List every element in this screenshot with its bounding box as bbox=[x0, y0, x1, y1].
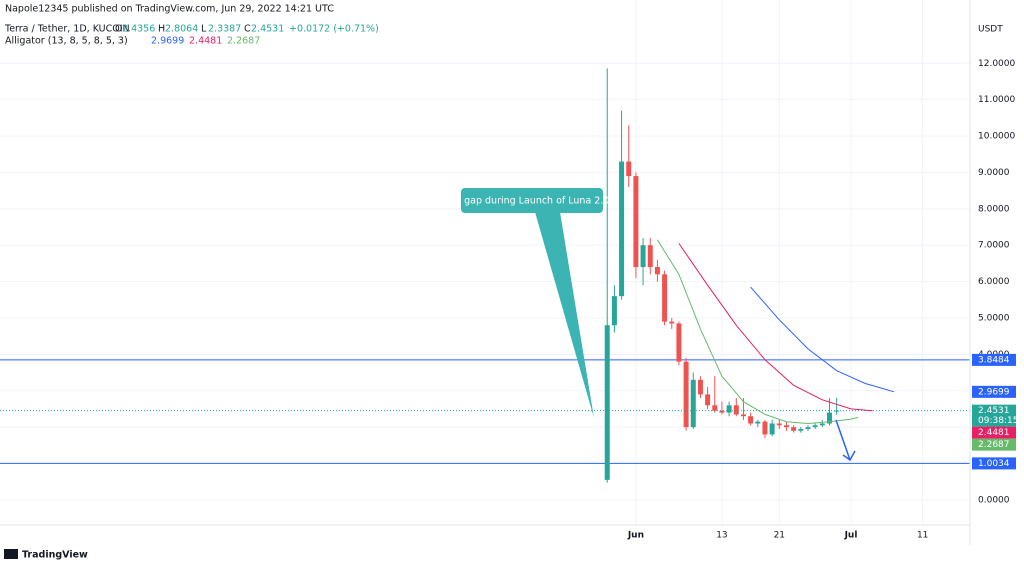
candle-body bbox=[705, 394, 711, 406]
ohlc-value: 2.4356 bbox=[122, 24, 155, 35]
y-tick-label: 8.0000 bbox=[978, 204, 1010, 214]
candle-body bbox=[669, 321, 675, 324]
indicator: Alligator (13, 8, 5, 8, 5, 3) bbox=[5, 36, 128, 47]
ohlc-key: L bbox=[201, 24, 207, 35]
candle-body bbox=[712, 405, 718, 411]
candle-body bbox=[640, 245, 646, 268]
hline-label-bg bbox=[972, 457, 1016, 470]
candle-body bbox=[812, 425, 818, 428]
jaw-label: 2.9699 bbox=[978, 387, 1010, 397]
candle-body bbox=[619, 161, 625, 297]
indicator-legend: 2.9699 2.4481 2.2687 bbox=[151, 36, 260, 47]
y-tick-label: 7.0000 bbox=[978, 241, 1010, 251]
ohlc-legend: O 2.4356 H 2.8064 L 2.3387 C 2.4531 +0.0172 (+0.… bbox=[115, 24, 379, 35]
countdown: 09:38:15 bbox=[978, 416, 1018, 426]
teeth-label-bg bbox=[972, 426, 1016, 439]
candle-body bbox=[690, 379, 696, 428]
indicator-value: 2.4481 bbox=[189, 36, 222, 47]
candle-body bbox=[683, 361, 689, 428]
callout-box bbox=[461, 188, 603, 213]
candle-body bbox=[783, 425, 789, 428]
candle-body bbox=[748, 416, 754, 424]
candle-body bbox=[733, 405, 739, 415]
candle-body bbox=[776, 423, 782, 426]
arrow bbox=[835, 419, 856, 462]
candle-body bbox=[826, 412, 832, 424]
y-tick-label: 12.0000 bbox=[978, 59, 1015, 69]
candle-body bbox=[755, 421, 761, 424]
hline-label: 3.8484 bbox=[978, 355, 1010, 365]
currency: USDT bbox=[978, 25, 1003, 35]
last-price-label-bg bbox=[972, 404, 1016, 427]
x-tick-label: 11 bbox=[917, 531, 928, 541]
candle-body bbox=[626, 161, 632, 177]
alligator-line bbox=[678, 243, 873, 412]
candle-body bbox=[819, 423, 825, 426]
ohlc-value: 2.8064 bbox=[165, 24, 198, 35]
candle-body bbox=[633, 176, 639, 268]
candle-body bbox=[791, 427, 797, 431]
y-tick-label: 5.0000 bbox=[978, 313, 1010, 323]
candle-body bbox=[726, 405, 732, 413]
y-tick-label: 9.0000 bbox=[978, 168, 1010, 178]
candle-body bbox=[647, 245, 653, 268]
candle-body bbox=[798, 428, 804, 431]
y-tick-label: 11.0000 bbox=[978, 95, 1015, 105]
candle-body bbox=[604, 325, 610, 480]
change: +0.0172 (+0.71%) bbox=[289, 24, 379, 35]
candle-body bbox=[611, 296, 617, 326]
annotation: A gap during Launch of Luna 2.0 bbox=[455, 196, 610, 207]
x-tick-label: 21 bbox=[774, 531, 785, 541]
plot: A gap during Launch of Luna 2.0 bbox=[0, 68, 970, 483]
candle-body bbox=[834, 410, 840, 412]
hline-label-bg bbox=[972, 353, 1016, 366]
x-tick-label: Jun bbox=[627, 531, 644, 541]
ohlc-key: H bbox=[158, 24, 165, 35]
x-tick-label: Jul bbox=[844, 531, 858, 541]
indicator-value: 2.9699 bbox=[151, 36, 184, 47]
candle-body bbox=[697, 379, 703, 395]
candle-body bbox=[662, 274, 668, 322]
logo bbox=[4, 549, 18, 559]
jaw-label-bg bbox=[972, 385, 1016, 398]
indicator-value: 2.2687 bbox=[227, 36, 260, 47]
hline-label: 1.0034 bbox=[978, 459, 1010, 469]
lips-label-bg bbox=[972, 438, 1016, 451]
axes: 0.00001.00002.00003.00004.00005.00006.00… bbox=[627, 59, 1019, 541]
candle-body bbox=[740, 414, 746, 417]
ohlc-key: C bbox=[244, 24, 251, 35]
y-tick-label: 0.0000 bbox=[978, 495, 1010, 505]
ohlc-value: 2.3387 bbox=[208, 24, 241, 35]
footer: TradingView bbox=[22, 550, 88, 561]
alligator-line bbox=[750, 286, 895, 393]
ohlc-key: O bbox=[115, 24, 122, 35]
candle-body bbox=[805, 427, 811, 429]
candle-body bbox=[769, 423, 775, 435]
candle-body bbox=[762, 421, 768, 435]
teeth-label: 2.4481 bbox=[978, 428, 1010, 438]
y-tick-label: 6.0000 bbox=[978, 277, 1010, 287]
x-tick-label: 13 bbox=[716, 531, 727, 541]
last-price-label: 2.4531 bbox=[978, 406, 1010, 416]
ohlc-value: 2.4531 bbox=[251, 24, 284, 35]
candle-body bbox=[676, 323, 682, 362]
callout-pointer bbox=[535, 212, 594, 418]
y-tick-label: 10.0000 bbox=[978, 132, 1015, 142]
symbol: Terra / Tether, 1D, KUCOIN bbox=[4, 24, 130, 35]
candle-body bbox=[654, 267, 660, 275]
published: Napole12345 published on TradingView.com… bbox=[5, 4, 334, 15]
candle-body bbox=[719, 410, 725, 413]
lips-label: 2.2687 bbox=[978, 440, 1010, 450]
